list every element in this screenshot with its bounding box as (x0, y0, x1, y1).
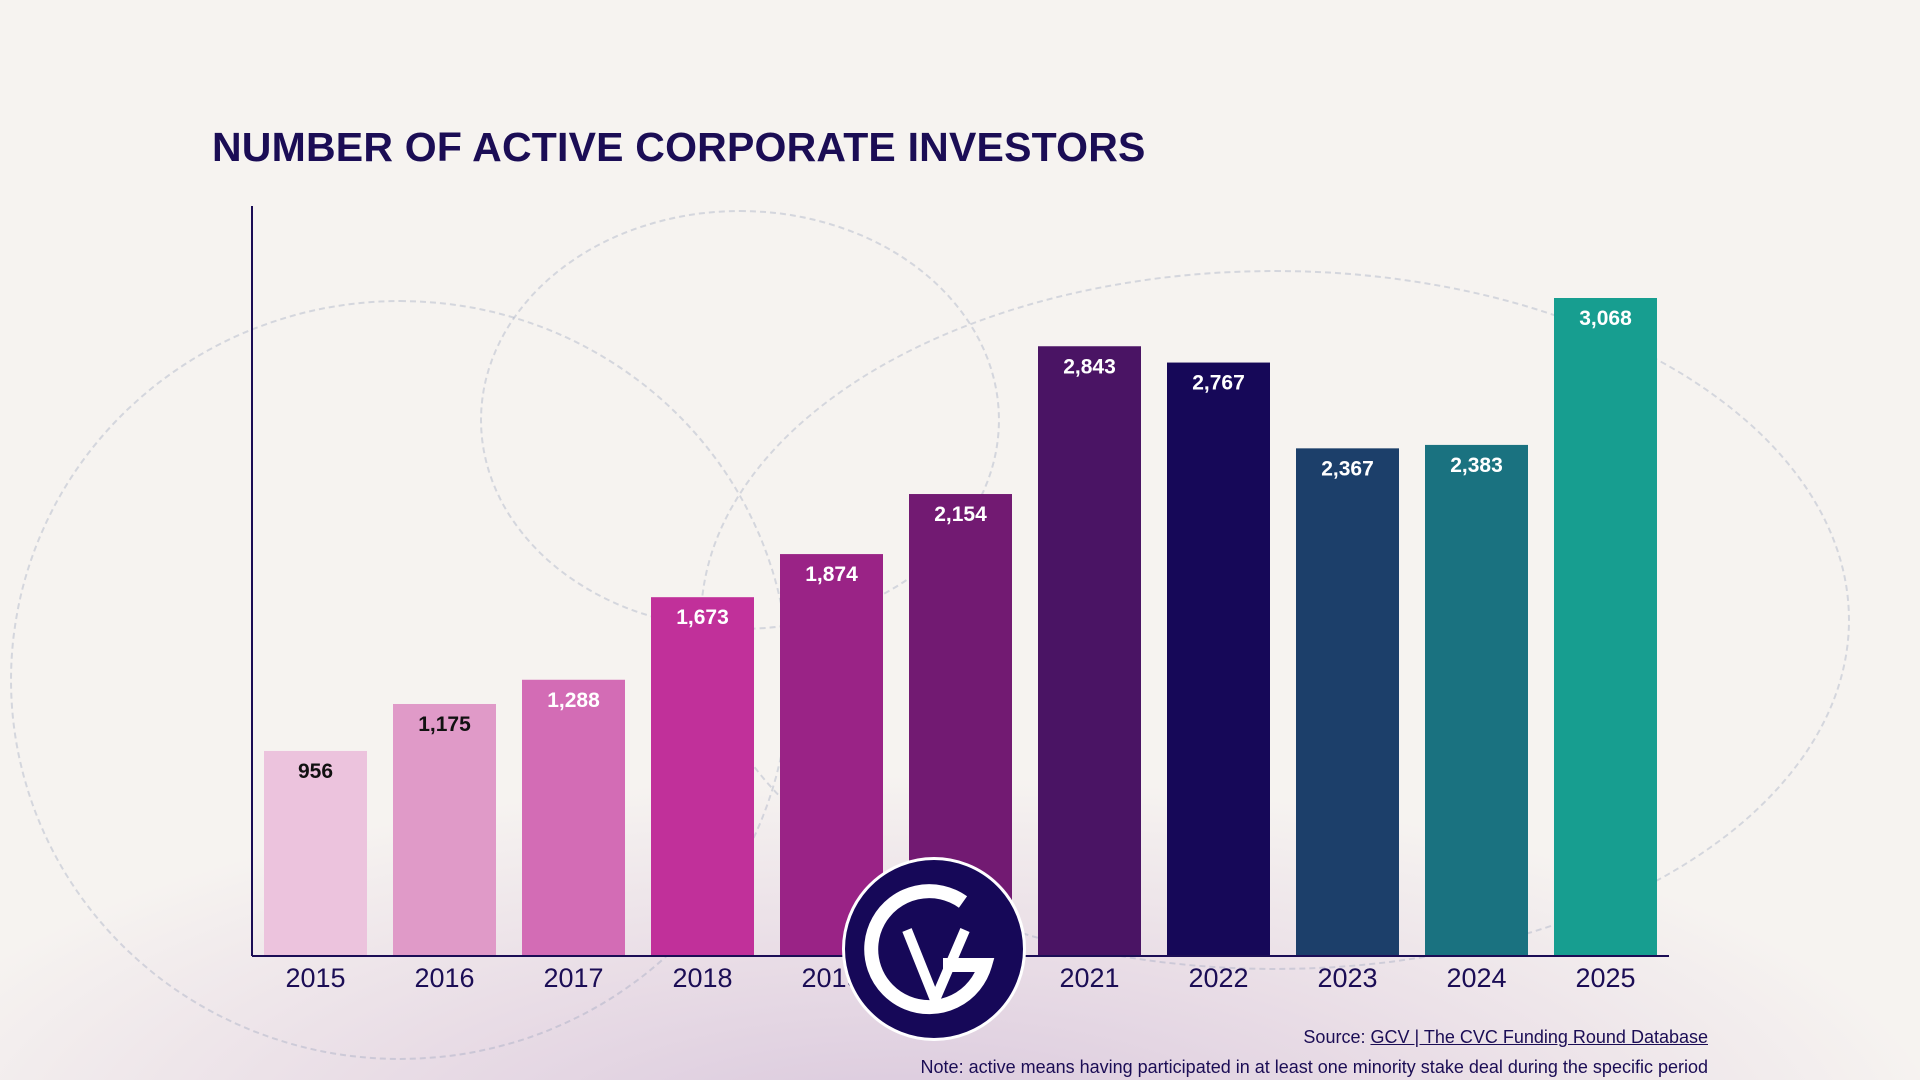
gcv-logo-mark-icon (864, 884, 995, 1015)
data-label: 2,367 (1321, 457, 1374, 480)
bar-2015 (264, 750, 367, 956)
data-label: 1,288 (547, 689, 600, 712)
data-label: 1,673 (676, 606, 729, 629)
data-label: 2,383 (1450, 454, 1503, 477)
x-tick-label: 2017 (543, 963, 603, 993)
x-tick-label: 2022 (1188, 963, 1248, 993)
source-line: Source: GCV | The CVC Funding Round Data… (1303, 1027, 1708, 1048)
data-label: 2,154 (934, 503, 987, 526)
bar-2025 (1554, 298, 1657, 956)
gcv-logo (842, 857, 1026, 1041)
source-link[interactable]: GCV | The CVC Funding Round Database (1370, 1027, 1708, 1047)
note-text: Note: active means having participated i… (920, 1057, 1708, 1077)
source-prefix: Source: (1303, 1027, 1371, 1047)
data-label: 3,068 (1579, 307, 1632, 330)
bar-2016 (393, 703, 496, 956)
x-tick-label: 2018 (672, 963, 732, 993)
bar-2021 (1038, 346, 1141, 956)
x-tick-label: 2025 (1575, 963, 1635, 993)
bar-2022 (1167, 362, 1270, 957)
x-tick-label: 2024 (1446, 963, 1506, 993)
x-tick-label: 2021 (1059, 963, 1119, 993)
chart-title: NUMBER OF ACTIVE CORPORATE INVESTORS (212, 124, 1146, 170)
x-tick-label: 2016 (414, 963, 474, 993)
x-tick-label: 2023 (1317, 963, 1377, 993)
x-tick-label: 2015 (285, 963, 345, 993)
data-label: 1,175 (418, 713, 471, 736)
bar-2018 (651, 597, 754, 956)
data-label: 1,874 (805, 563, 858, 586)
data-label: 2,843 (1063, 355, 1116, 378)
data-label: 956 (298, 760, 333, 783)
data-label: 2,767 (1192, 372, 1245, 395)
bar-2023 (1296, 448, 1399, 956)
bar-2024 (1425, 444, 1528, 956)
bar-2017 (522, 679, 625, 956)
